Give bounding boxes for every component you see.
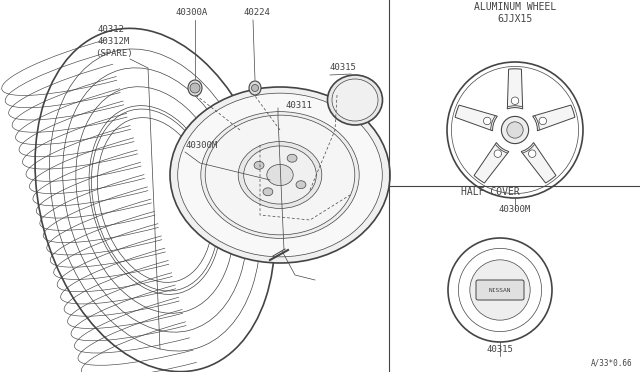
Circle shape (483, 117, 491, 125)
Polygon shape (508, 69, 523, 109)
Circle shape (529, 150, 536, 157)
Text: NISSAN: NISSAN (489, 288, 511, 292)
Ellipse shape (328, 75, 383, 125)
Text: 40300M: 40300M (185, 141, 217, 150)
Ellipse shape (296, 181, 306, 189)
Text: 40312: 40312 (98, 25, 125, 34)
Text: 40315: 40315 (486, 345, 513, 354)
Polygon shape (474, 142, 509, 183)
Text: (SPARE): (SPARE) (95, 49, 132, 58)
Ellipse shape (252, 84, 259, 92)
Circle shape (470, 260, 530, 320)
Ellipse shape (201, 112, 359, 238)
Ellipse shape (170, 87, 390, 263)
Ellipse shape (188, 80, 202, 96)
Ellipse shape (267, 164, 293, 186)
Text: 40315: 40315 (330, 63, 357, 72)
Ellipse shape (249, 81, 261, 95)
Polygon shape (455, 105, 497, 131)
Circle shape (501, 116, 529, 144)
Ellipse shape (287, 154, 297, 162)
Text: HALF COVER: HALF COVER (461, 187, 520, 197)
Ellipse shape (254, 161, 264, 169)
FancyBboxPatch shape (476, 280, 524, 300)
Text: 40300M: 40300M (499, 205, 531, 214)
Circle shape (511, 97, 519, 105)
Ellipse shape (263, 188, 273, 196)
Polygon shape (532, 105, 575, 131)
Ellipse shape (190, 83, 200, 93)
Circle shape (507, 122, 523, 138)
Text: 40300A: 40300A (175, 8, 207, 17)
Text: ALUMINUM WHEEL: ALUMINUM WHEEL (474, 2, 556, 12)
Ellipse shape (238, 142, 322, 208)
Text: 40224: 40224 (243, 8, 270, 17)
Ellipse shape (332, 79, 378, 121)
Circle shape (494, 150, 502, 157)
Circle shape (539, 117, 547, 125)
Text: 40312M: 40312M (98, 37, 131, 46)
Text: 40311: 40311 (285, 101, 312, 110)
Text: A/33*0.66: A/33*0.66 (590, 358, 632, 367)
Text: 6JJX15: 6JJX15 (497, 14, 532, 24)
Ellipse shape (205, 115, 355, 235)
Ellipse shape (178, 93, 382, 257)
Ellipse shape (244, 146, 316, 204)
Polygon shape (521, 142, 556, 183)
